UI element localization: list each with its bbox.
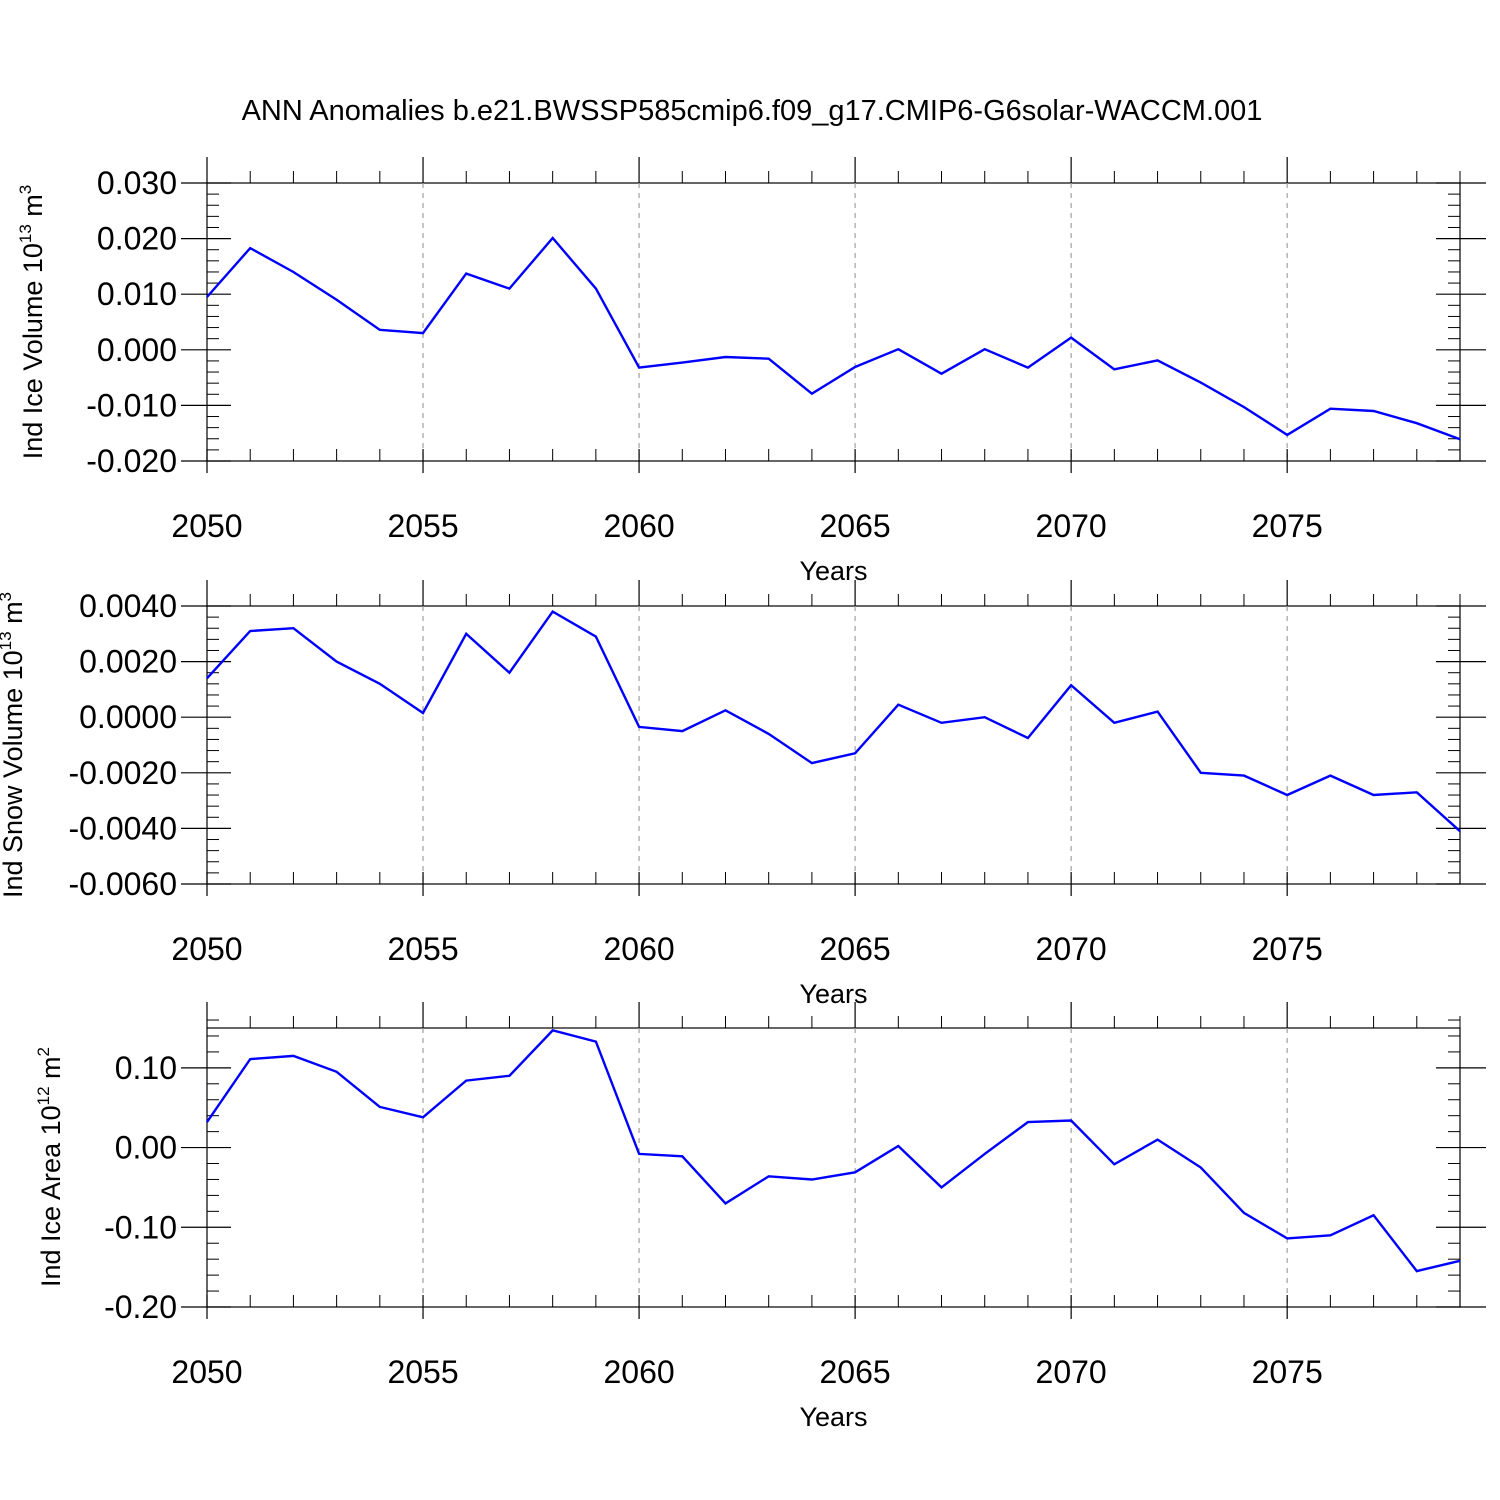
- y-axis-label-text: Ind Snow Volume 10: [0, 650, 28, 898]
- x-tick-label: 2075: [1252, 508, 1323, 544]
- y-tick-label: -0.020: [86, 443, 177, 479]
- y-axis-label-exponent: 13: [16, 224, 35, 243]
- y-tick-label: 0.030: [97, 165, 177, 201]
- x-tick-label: 2055: [387, 508, 458, 544]
- series-line: [206, 236, 1461, 441]
- y-tick-label: 0.0020: [79, 644, 177, 680]
- x-axis-label: Years: [799, 1402, 867, 1432]
- x-tick-label: 2070: [1036, 508, 1107, 544]
- y-tick-label: -0.010: [86, 387, 177, 423]
- plot-frame: [206, 1027, 1461, 1308]
- y-axis-label-unit: m: [18, 194, 48, 224]
- x-tick-label: 2075: [1252, 931, 1323, 967]
- y-tick-label: -0.0040: [68, 810, 177, 846]
- x-tick-label: 2050: [171, 931, 242, 967]
- y-tick-label: -0.0060: [68, 866, 177, 902]
- x-tick-label: 2075: [1252, 1354, 1323, 1390]
- x-tick-label: 2065: [820, 1354, 891, 1390]
- y-axis-label-exponent: 13: [0, 631, 15, 650]
- series-line: [206, 610, 1461, 833]
- y-axis-label-exponent: 12: [34, 1086, 53, 1105]
- chart-title: ANN Anomalies b.e21.BWSSP585cmip6.f09_g1…: [242, 95, 1263, 127]
- series-line: [206, 1029, 1461, 1273]
- x-axis-label: Years: [799, 556, 867, 586]
- y-axis-label: Ind Ice Area 1012 m2: [34, 1047, 66, 1287]
- y-tick-label: -0.0020: [68, 755, 177, 791]
- x-axis-label: Years: [799, 979, 867, 1009]
- y-tick-label: 0.000: [97, 332, 177, 368]
- x-tick-label: 2065: [820, 931, 891, 967]
- x-tick-label: 2060: [603, 508, 674, 544]
- y-tick-label: 0.0040: [79, 588, 177, 624]
- y-tick-label: -0.10: [104, 1209, 177, 1245]
- y-tick-label: 0.10: [115, 1050, 177, 1086]
- x-tick-label: 2060: [603, 1354, 674, 1390]
- chart-panel-2: -0.0060 -0.0040 -0.0020 0.0000 0.0020 0.0040 2…: [0, 580, 1486, 1009]
- y-tick-label: 0.0000: [79, 699, 177, 735]
- y-tick-label: 0.00: [115, 1130, 177, 1166]
- plot-frame: [206, 605, 1461, 885]
- y-tick-label: 0.010: [97, 276, 177, 312]
- x-tick-label: 2055: [387, 931, 458, 967]
- y-axis-label-unit: m: [36, 1056, 66, 1086]
- y-axis-label-unit-exponent: 2: [34, 1047, 53, 1056]
- x-tick-label: 2050: [171, 1354, 242, 1390]
- plot-frame: [206, 182, 1461, 462]
- x-tick-label: 2060: [603, 931, 674, 967]
- y-tick-label: -0.20: [104, 1289, 177, 1325]
- y-axis-label-unit: m: [0, 601, 28, 631]
- x-tick-label: 2065: [820, 508, 891, 544]
- chart-panel-3: -0.20 -0.10 0.00 0.10 2050 2055 2060 2065 2070 20…: [34, 1002, 1486, 1432]
- x-tick-label: 2050: [171, 508, 242, 544]
- y-axis-label: Ind Ice Volume 1013 m3: [16, 185, 48, 460]
- y-tick-label: 0.020: [97, 221, 177, 257]
- chart-panel-1: -0.020 -0.010 0.000 0.010 0.020 0.030 2050 2055…: [16, 157, 1486, 586]
- y-axis-label-unit-exponent: 3: [0, 592, 15, 601]
- y-axis-label-text: Ind Ice Volume 10: [18, 243, 48, 459]
- y-axis-label: Ind Snow Volume 1013 m3: [0, 592, 28, 898]
- x-tick-label: 2070: [1036, 1354, 1107, 1390]
- y-axis-label-unit-exponent: 3: [16, 185, 35, 194]
- x-tick-label: 2055: [387, 1354, 458, 1390]
- y-axis-label-text: Ind Ice Area 10: [36, 1105, 66, 1287]
- x-tick-label: 2070: [1036, 931, 1107, 967]
